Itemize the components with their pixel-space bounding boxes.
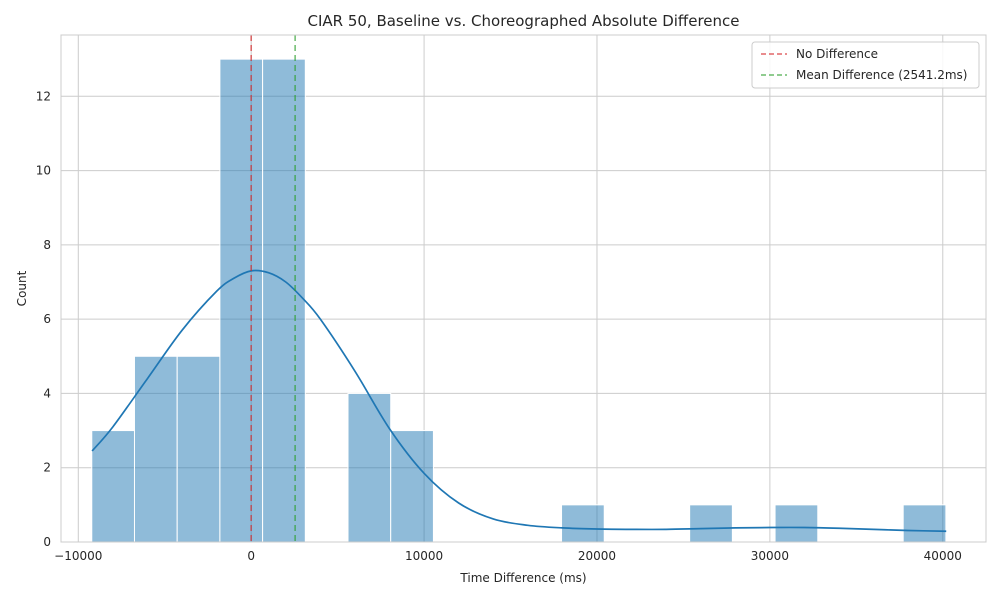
kde-curve [91, 269, 947, 533]
y-tick-label: 10 [36, 164, 51, 178]
histogram-bar [262, 58, 306, 543]
y-tick-label: 4 [43, 386, 51, 400]
y-tick-labels: 0 2 4 6 8 10 12 [36, 89, 51, 549]
y-tick-label: 12 [36, 89, 51, 103]
histogram-bar [91, 430, 135, 543]
x-tick-label: 0 [247, 549, 255, 563]
histogram-bar [774, 504, 819, 543]
chart-title: CIAR 50, Baseline vs. Choreographed Abso… [307, 12, 739, 30]
histogram-bar [689, 504, 733, 543]
kde-line [91, 269, 947, 533]
histogram-bar [561, 504, 605, 543]
histogram-bar [219, 58, 264, 543]
x-tick-label: 40000 [924, 549, 962, 563]
legend-label-mean-difference: Mean Difference (2541.2ms) [796, 68, 967, 82]
histogram-bars [91, 58, 947, 543]
histogram-bar [347, 392, 392, 543]
y-tick-label: 6 [43, 312, 51, 326]
histogram-bar [902, 504, 947, 543]
y-axis-label: Count [15, 270, 29, 306]
y-tick-label: 0 [43, 535, 51, 549]
x-tick-label: −10000 [54, 549, 102, 563]
histogram-bar [176, 355, 221, 543]
legend-label-no-difference: No Difference [796, 47, 878, 61]
reference-lines [250, 35, 296, 542]
y-tick-label: 8 [43, 238, 51, 252]
x-axis-label: Time Difference (ms) [459, 571, 586, 585]
y-tick-label: 2 [43, 461, 51, 475]
legend-box [751, 41, 980, 89]
histogram-bar [390, 430, 434, 543]
x-tick-label: 30000 [751, 549, 789, 563]
plot-frame [60, 34, 987, 543]
legend: No Difference Mean Difference (2541.2ms) [751, 41, 980, 89]
grid [61, 35, 986, 543]
x-tick-label: 20000 [578, 549, 616, 563]
histogram-bar [133, 355, 178, 543]
x-tick-labels: −10000 0 10000 20000 30000 40000 [54, 549, 962, 563]
x-tick-label: 10000 [405, 549, 443, 563]
